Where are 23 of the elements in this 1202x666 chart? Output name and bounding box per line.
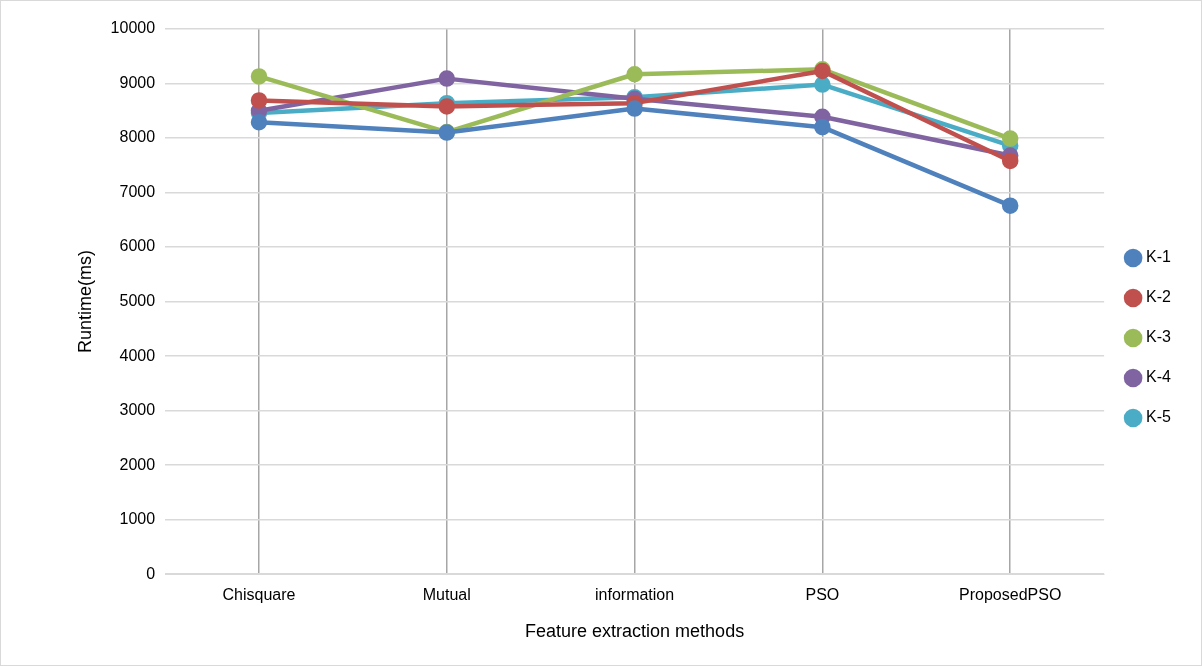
y-tick-label: 1000 — [119, 510, 156, 528]
y-tick-label: 6000 — [119, 237, 156, 255]
legend-label: K-1 — [1146, 248, 1172, 266]
legend-label: K-3 — [1146, 328, 1172, 346]
y-tick-label: 2000 — [119, 455, 156, 473]
y-tick-label: 3000 — [119, 401, 156, 419]
y-tick-label: 5000 — [119, 292, 156, 310]
x-tick-label: Mutual — [422, 586, 471, 604]
y-tick-label: 9000 — [119, 73, 156, 91]
y-axis-title: Runtime(ms) — [74, 250, 95, 354]
y-tick-label: 10000 — [110, 19, 156, 37]
legend-label: K-5 — [1146, 408, 1172, 426]
x-tick-label: ProposedPSO — [959, 586, 1062, 604]
legend-label: K-4 — [1146, 368, 1172, 386]
y-tick-label: 7000 — [119, 182, 156, 200]
y-tick-label: 8000 — [119, 128, 156, 146]
x-tick-label: information — [595, 586, 675, 604]
y-tick-label: 4000 — [119, 346, 156, 364]
x-tick-label: PSO — [805, 586, 840, 604]
x-tick-label: Chisquare — [222, 586, 296, 604]
legend-label: K-2 — [1146, 288, 1172, 306]
x-axis-title: Feature extraction methods — [525, 621, 745, 642]
y-tick-label: 0 — [146, 564, 156, 582]
